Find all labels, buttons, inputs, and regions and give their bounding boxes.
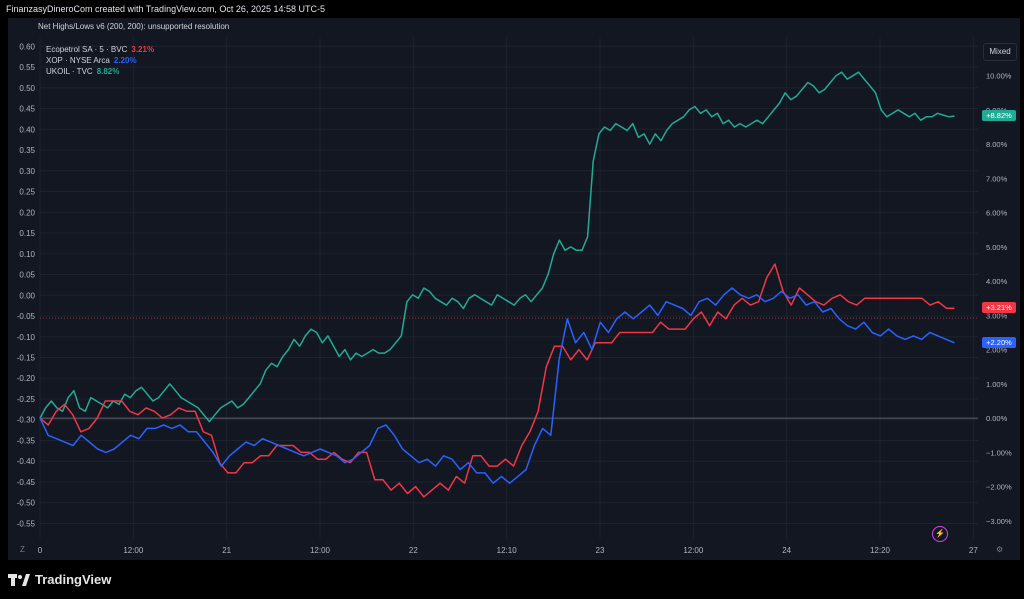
legend-value: 2.20% (113, 56, 137, 65)
auto-scale-button[interactable]: Z (20, 545, 25, 554)
left-tick-label: -0.05 (17, 312, 36, 321)
legend-item-xop[interactable]: XOP · NYSE Arca 2.20% (46, 55, 154, 66)
left-tick-label: -0.45 (17, 478, 36, 487)
left-tick-label: -0.15 (17, 354, 36, 363)
grid-lines (39, 38, 978, 538)
right-tick-label: 5.00% (986, 243, 1008, 252)
right-tick-label: 2.00% (986, 346, 1008, 355)
time-tick-label: 0 (38, 546, 43, 555)
brand-name: TradingView (35, 572, 112, 587)
time-tick-label: 12:00 (123, 546, 144, 555)
right-tick-label: 4.00% (986, 277, 1008, 286)
right-tick-label: 0.00% (986, 414, 1008, 423)
legend-value: 8.82% (96, 67, 120, 76)
time-tick-label: 27 (969, 546, 978, 555)
time-tick-label: 12:00 (683, 546, 704, 555)
indicator-title[interactable]: Net Highs/Lows v6 (200, 200): unsupporte… (38, 22, 230, 31)
top-caption-bar: FinanzasyDineroCom created with TradingV… (0, 0, 1024, 18)
legend-label: XOP · NYSE Arca (46, 56, 110, 65)
legend-item-ecopetrol[interactable]: Ecopetrol SA · 5 · BVC 3.21% (46, 44, 154, 55)
scale-mode-button[interactable]: Mixed (983, 43, 1017, 61)
left-tick-label: -0.25 (17, 395, 36, 404)
tradingview-logo-icon (8, 573, 30, 586)
lightning-icon[interactable]: ⚡ (932, 526, 948, 542)
left-tick-label: 0.50 (19, 84, 35, 93)
right-axis-ticks: 10.00%9.00%8.00%7.00%6.00%5.00%4.00%3.00… (986, 72, 1012, 526)
left-tick-label: 0.55 (19, 63, 35, 72)
left-tick-label: 0.00 (19, 291, 35, 300)
left-tick-label: 0.45 (19, 105, 35, 114)
left-tick-label: 0.10 (19, 250, 35, 259)
chart-caption: FinanzasyDineroCom created with TradingV… (6, 4, 325, 14)
legend-label: UKOIL · TVC (46, 67, 93, 76)
last-price-tag-ecopetrol: +3.21% (982, 302, 1016, 314)
right-tick-label: −2.00% (986, 483, 1012, 492)
left-tick-label: -0.50 (17, 499, 36, 508)
series-line-ecopetrol (39, 263, 955, 498)
left-tick-label: -0.10 (17, 333, 36, 342)
left-tick-label: 0.25 (19, 188, 35, 197)
left-tick-label: -0.55 (17, 519, 36, 528)
left-tick-label: 0.40 (19, 125, 35, 134)
time-tick-label: 23 (596, 546, 605, 555)
time-tick-label: 24 (782, 546, 791, 555)
left-tick-label: -0.30 (17, 416, 36, 425)
right-tick-label: −3.00% (986, 517, 1012, 526)
left-tick-label: 0.30 (19, 167, 35, 176)
right-tick-label: −1.00% (986, 448, 1012, 457)
left-tick-label: 0.20 (19, 208, 35, 217)
last-price-tag-xop: +2.20% (982, 336, 1016, 348)
time-tick-label: 12:10 (497, 546, 518, 555)
legend-item-ukoil[interactable]: UKOIL · TVC 8.82% (46, 66, 154, 77)
legend-label: Ecopetrol SA · 5 · BVC (46, 45, 128, 54)
series-line-ukoil (39, 71, 955, 423)
right-tick-label: 6.00% (986, 209, 1008, 218)
footer: TradingView (0, 560, 1024, 599)
time-tick-label: 22 (409, 546, 418, 555)
time-tick-label: 21 (222, 546, 231, 555)
right-tick-label: 10.00% (986, 72, 1012, 81)
right-tick-label: 3.00% (986, 311, 1008, 320)
right-tick-label: 8.00% (986, 140, 1008, 149)
left-tick-label: -0.40 (17, 457, 36, 466)
legend-value: 3.21% (131, 45, 155, 54)
left-tick-label: 0.05 (19, 271, 35, 280)
left-tick-label: 0.35 (19, 146, 35, 155)
legend: Ecopetrol SA · 5 · BVC 3.21% XOP · NYSE … (46, 44, 154, 77)
series-lines (39, 71, 955, 498)
tradingview-logo[interactable]: TradingView (8, 572, 111, 587)
last-price-tag-ukoil: +8.82% (982, 110, 1016, 122)
left-tick-label: -0.35 (17, 436, 36, 445)
left-axis-ticks: 0.60 0.55 0.50 0.45 0.40 0.35 0.30 0.25 0.20 0.15… (17, 42, 36, 528)
series-line-xop (39, 287, 955, 484)
right-tick-label: 1.00% (986, 380, 1008, 389)
left-tick-label: 0.60 (19, 42, 35, 51)
time-axis-ticks: 0 12:00 21 12:00 22 12:10 23 12:00 24 12:20 27 (38, 546, 979, 555)
right-tick-label: 7.00% (986, 174, 1008, 183)
left-tick-label: 0.15 (19, 229, 35, 238)
settings-icon[interactable]: ⚙ (996, 545, 1004, 554)
time-tick-label: 12:00 (310, 546, 331, 555)
left-tick-label: -0.20 (17, 374, 36, 383)
time-tick-label: 12:20 (870, 546, 891, 555)
